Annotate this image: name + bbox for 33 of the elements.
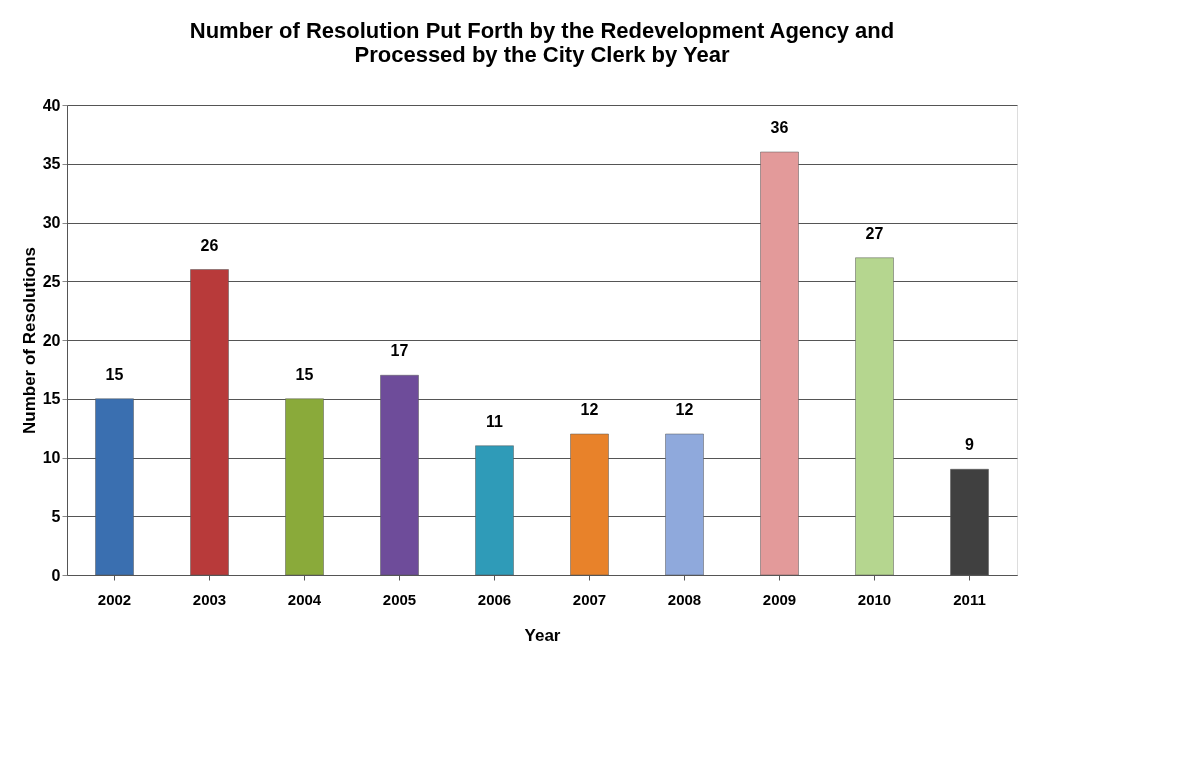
- x-axis-title: Year: [524, 625, 561, 645]
- y-tick-label: 20: [42, 331, 61, 349]
- x-tick-label: 2003: [192, 590, 227, 608]
- y-tick-label: 10: [42, 449, 61, 466]
- x-tick-label: 2010: [857, 590, 892, 608]
- data-label: 17: [390, 342, 409, 360]
- x-tick-label: 2005: [382, 590, 417, 608]
- data-label: 15: [295, 365, 314, 383]
- y-tick-label: 30: [42, 214, 61, 231]
- data-label: 15: [105, 365, 124, 383]
- y-tick-label: 15: [42, 390, 61, 408]
- x-tick-label: 2006: [477, 590, 512, 608]
- x-tick-label: 2004: [287, 590, 322, 608]
- y-tick-label: 25: [42, 272, 61, 290]
- x-tick-label: 2009: [762, 590, 797, 608]
- data-label: 12: [675, 401, 694, 418]
- x-tick-label: 2002: [97, 590, 132, 608]
- data-label: 12: [580, 401, 599, 418]
- x-tick-label: 2008: [667, 590, 702, 608]
- y-tick-label: 40: [42, 96, 61, 114]
- y-axis-title: Number of Resolutions: [19, 246, 39, 435]
- data-label: 11: [486, 412, 504, 430]
- x-tick-label: 2011: [953, 590, 986, 608]
- y-tick-label: 35: [42, 155, 61, 173]
- data-label: 26: [200, 236, 219, 254]
- y-tick-label: 5: [51, 507, 61, 525]
- data-label: 27: [865, 224, 884, 242]
- data-label: 36: [770, 119, 789, 136]
- data-label: 9: [965, 436, 975, 454]
- y-tick-label: 0: [51, 566, 61, 584]
- text: Number of Resolution Put Forth by the Redevelopment Agency and: [189, 18, 895, 43]
- text: Processed by the City Clerk by Year: [354, 42, 730, 67]
- x-tick-label: 2007: [572, 590, 607, 608]
